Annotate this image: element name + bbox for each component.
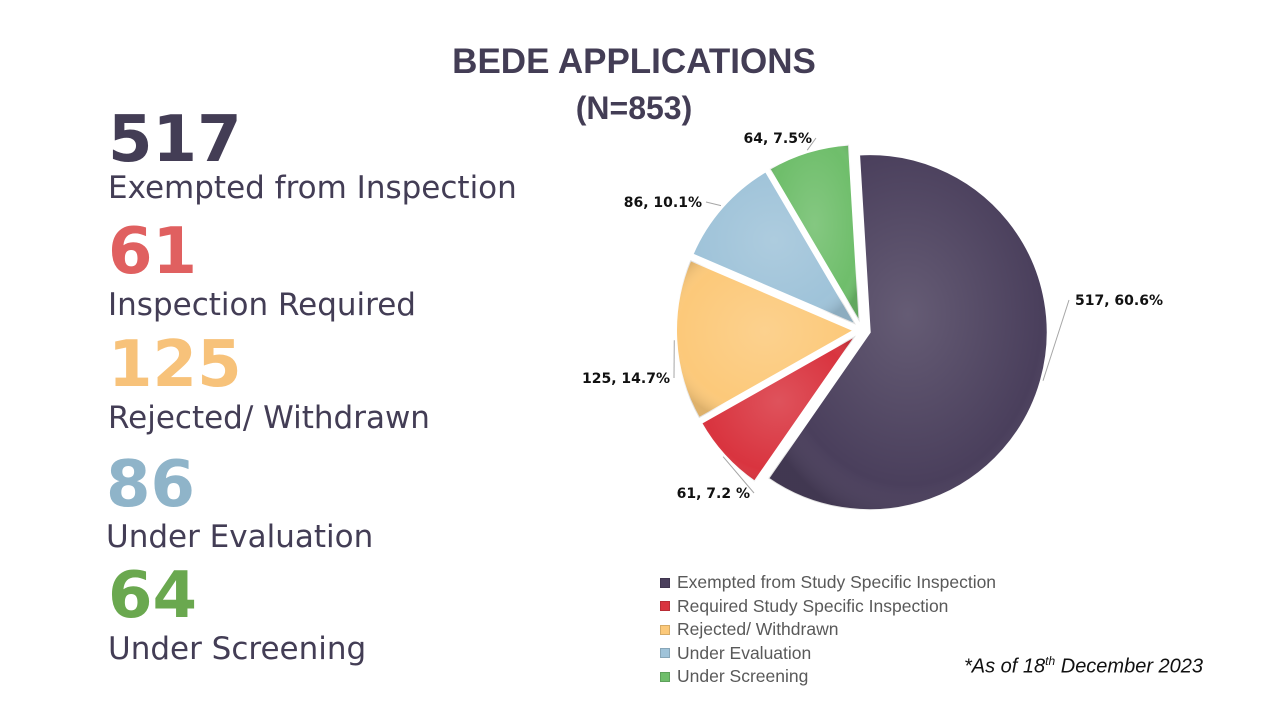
- legend-item: Exempted from Study Specific Inspection: [660, 571, 996, 595]
- chart-legend: Exempted from Study Specific Inspection …: [660, 571, 996, 689]
- data-label-screening: 64, 7.5%: [743, 131, 812, 147]
- leader-line: [722, 456, 755, 494]
- footnote-suffix: December 2023: [1055, 655, 1204, 678]
- legend-label: Under Evaluation: [677, 642, 812, 663]
- legend-item: Required Study Specific Inspection: [660, 595, 996, 619]
- legend-swatch-icon: [660, 648, 670, 659]
- pie-slice-shading: [768, 154, 1048, 511]
- as-of-footnote: *As of 18th December 2023: [964, 654, 1203, 679]
- footnote-sup: th: [1045, 654, 1056, 668]
- legend-label: Under Screening: [677, 666, 809, 687]
- legend-label: Rejected/ Withdrawn: [677, 619, 839, 640]
- stat-value-evaluation: 86: [106, 448, 196, 522]
- legend-item: Rejected/ Withdrawn: [660, 618, 996, 642]
- legend-label: Required Study Specific Inspection: [677, 595, 949, 616]
- data-label-evaluation: 86, 10.1%: [624, 195, 702, 211]
- leader-line: [1042, 299, 1070, 381]
- legend-swatch-icon: [660, 624, 670, 635]
- data-label-exempted: 517, 60.6%: [1075, 293, 1163, 309]
- pie-slice-shading: [692, 171, 856, 325]
- pie-slice-shading: [676, 260, 855, 419]
- stat-value-inspection: 61: [108, 215, 198, 289]
- data-label-rejected: 125, 14.7%: [582, 371, 670, 387]
- stat-label-exempted: Exempted from Inspection: [108, 170, 517, 206]
- legend-item: Under Evaluation: [660, 642, 996, 666]
- stat-value-screening: 64: [108, 559, 198, 633]
- data-label-required: 61, 7.2 %: [677, 486, 750, 502]
- footnote-prefix: *As of 18: [964, 655, 1046, 678]
- legend-item: Under Screening: [660, 665, 996, 689]
- leader-line: [806, 137, 817, 151]
- legend-label: Exempted from Study Specific Inspection: [677, 572, 997, 593]
- legend-swatch-icon: [660, 671, 670, 682]
- stat-label-evaluation: Under Evaluation: [106, 519, 374, 555]
- stat-value-exempted: 517: [108, 103, 242, 177]
- stat-label-rejected: Rejected/ Withdrawn: [108, 400, 430, 436]
- stat-value-rejected: 125: [108, 328, 242, 402]
- legend-swatch-icon: [660, 577, 670, 588]
- chart-title: BEDE APPLICATIONS: [452, 42, 816, 81]
- stat-label-inspection: Inspection Required: [108, 287, 416, 323]
- pie-slice-shading: [769, 144, 860, 323]
- stat-label-screening: Under Screening: [108, 631, 367, 667]
- pie-slice-shading: [701, 335, 857, 482]
- legend-swatch-icon: [660, 601, 670, 612]
- leader-line: [705, 201, 722, 207]
- chart-subtitle: (N=853): [575, 90, 693, 126]
